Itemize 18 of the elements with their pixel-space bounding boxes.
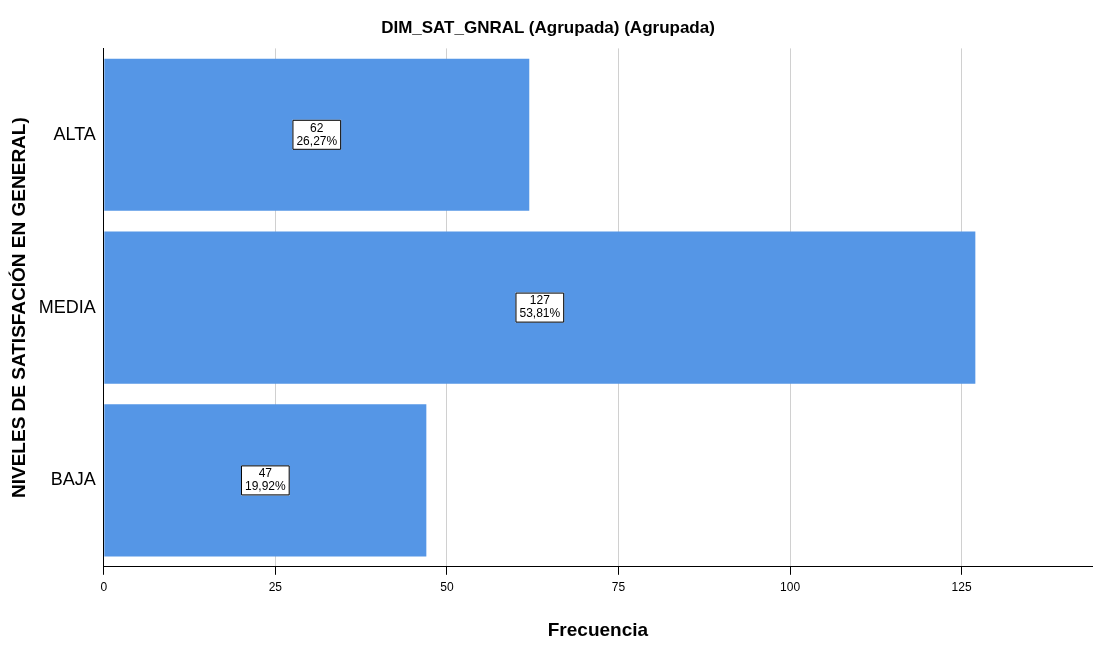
x-axis-title: Frecuencia [547, 618, 649, 640]
x-tick-label: 0 [100, 580, 108, 595]
data-label: 62 26,27% [296, 120, 338, 148]
bar [104, 404, 427, 557]
y-tick-label: BAJA [50, 469, 96, 490]
bar [104, 58, 530, 211]
x-tick-label: 25 [268, 580, 283, 595]
y-axis-title: NIVELES DE SATISFACIÓN EN GENERAL) [7, 117, 29, 498]
data-label: 47 19,92% [244, 466, 286, 494]
x-tick-label: 125 [951, 580, 972, 595]
x-tick-label: 50 [440, 580, 454, 595]
data-label: 127 53,81% [519, 293, 561, 321]
bar [104, 231, 976, 384]
y-tick-label: MEDIA [38, 296, 96, 317]
chart-title: DIM_SAT_GNRAL (Agrupada) (Agrupada) [381, 17, 715, 37]
x-tick-label: 75 [611, 580, 626, 595]
y-tick-label: ALTA [53, 123, 96, 144]
x-tick-label: 100 [780, 580, 801, 595]
